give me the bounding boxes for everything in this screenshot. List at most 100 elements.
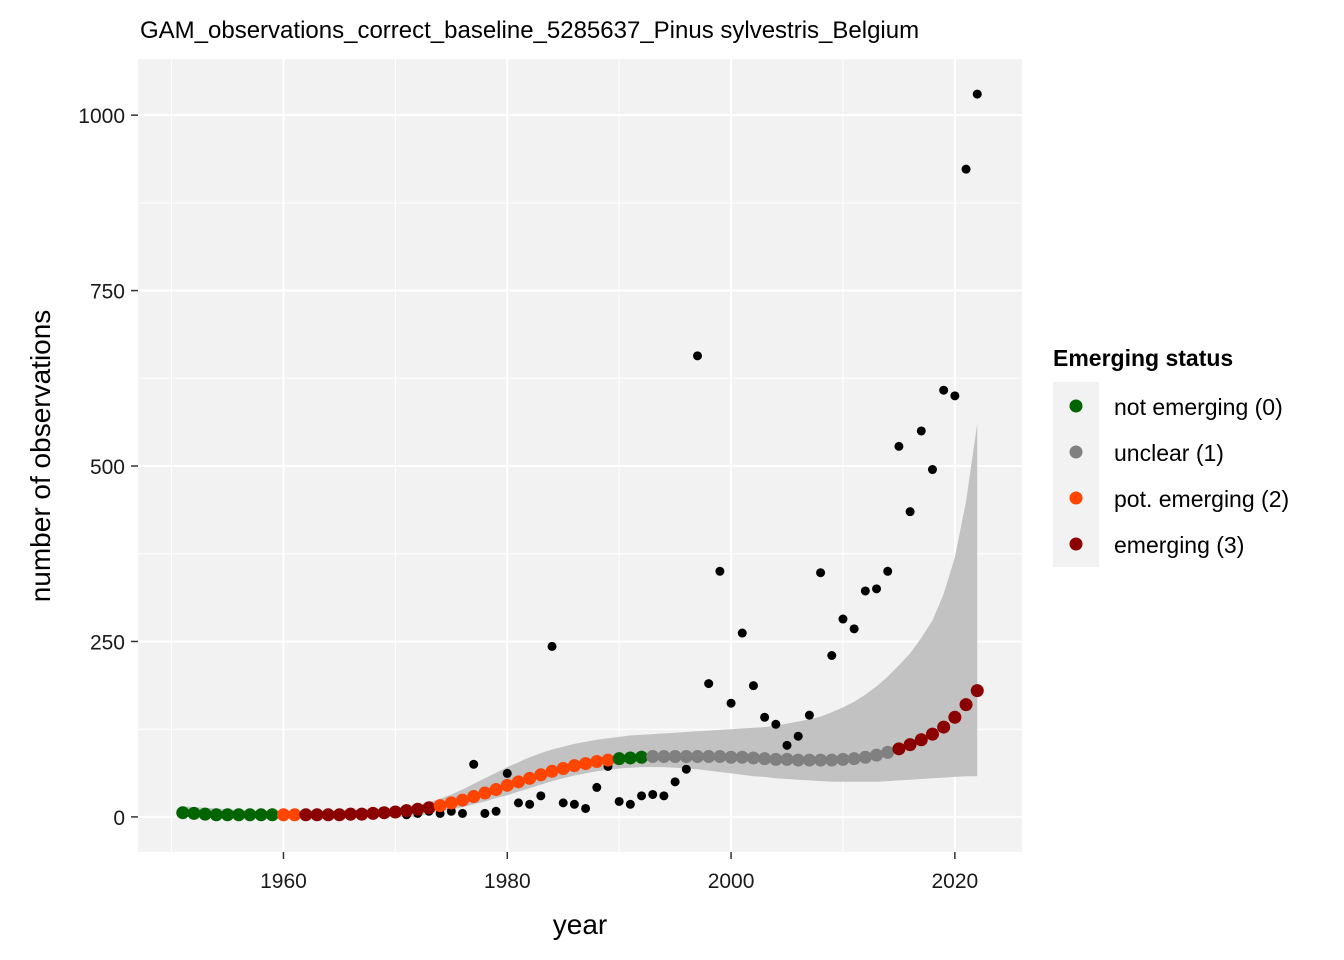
fitted-point xyxy=(321,808,335,822)
fitted-point xyxy=(914,733,928,747)
fitted-point xyxy=(780,752,794,766)
observation-point xyxy=(681,764,691,774)
observation-point xyxy=(670,777,680,787)
legend-key xyxy=(1069,445,1083,459)
fitted-point xyxy=(209,808,223,822)
observation-point xyxy=(715,566,725,576)
grid xyxy=(138,59,1022,852)
observation-point xyxy=(446,806,456,816)
observation-point xyxy=(916,426,926,436)
fitted-point xyxy=(232,808,246,822)
observation-point xyxy=(569,799,579,809)
fitted-point xyxy=(456,793,470,807)
fitted-point xyxy=(769,752,783,766)
observation-point xyxy=(737,628,747,638)
legend-key xyxy=(1069,537,1083,551)
observation-point xyxy=(782,740,792,750)
fitted-point xyxy=(847,752,861,766)
fitted-point xyxy=(802,753,816,767)
observation-point xyxy=(748,681,758,691)
fitted-point xyxy=(858,750,872,764)
fitted-point xyxy=(623,751,637,765)
observation-point xyxy=(648,789,658,799)
fitted-point xyxy=(635,750,649,764)
observation-point xyxy=(525,799,535,809)
fitted-point xyxy=(433,799,447,813)
observation-point xyxy=(491,806,501,816)
fitted-point xyxy=(366,806,380,820)
fitted-point xyxy=(612,752,626,766)
fitted-point xyxy=(814,753,828,767)
fitted-point xyxy=(702,750,716,764)
fitted-point xyxy=(444,796,458,810)
fitted-point xyxy=(646,750,660,764)
observation-point xyxy=(637,791,647,801)
observation-point xyxy=(838,614,848,624)
legend-label: unclear (1) xyxy=(1114,440,1224,466)
fitted-point xyxy=(713,750,727,764)
fitted-point xyxy=(556,761,570,775)
observation-point xyxy=(480,808,490,818)
fitted-point xyxy=(489,783,503,797)
fitted-point xyxy=(288,808,302,822)
fitted-point xyxy=(690,750,704,764)
observation-point xyxy=(458,808,468,818)
axes: 1960 1980 2000 2020 0 250 500 750 1000 xyxy=(78,105,978,893)
fitted-point xyxy=(870,748,884,762)
fitted-point xyxy=(377,806,391,820)
fitted-point xyxy=(500,778,514,792)
fitted-point xyxy=(970,684,984,698)
legend-title: Emerging status xyxy=(1053,345,1233,371)
fitted-point xyxy=(948,710,962,724)
observation-point xyxy=(804,710,814,720)
observation-point xyxy=(972,89,982,99)
fitted-point xyxy=(545,764,559,778)
observation-point xyxy=(860,586,870,596)
y-tick-label: 250 xyxy=(90,631,125,654)
fitted-point xyxy=(668,750,682,764)
fitted-point xyxy=(959,698,973,712)
observation-point xyxy=(872,584,882,594)
fitted-point xyxy=(881,745,895,759)
observation-point xyxy=(816,568,826,578)
fitted-point xyxy=(276,808,290,822)
fitted-point xyxy=(679,750,693,764)
observation-point xyxy=(469,759,479,769)
y-tick-label: 1000 xyxy=(78,105,125,128)
fitted-point xyxy=(523,771,537,785)
observation-point xyxy=(704,679,714,689)
legend-key xyxy=(1069,491,1083,505)
observation-point xyxy=(726,698,736,708)
fitted-point xyxy=(254,808,268,822)
observation-point xyxy=(961,164,971,174)
fitted-point xyxy=(478,786,492,800)
confidence-band xyxy=(182,423,978,817)
fitted-point xyxy=(176,806,190,820)
fitted-point xyxy=(579,757,593,771)
legend-label: pot. emerging (2) xyxy=(1114,486,1289,512)
fitted-point xyxy=(310,808,324,822)
fitted-point xyxy=(892,742,906,756)
y-tick-label: 500 xyxy=(90,456,125,479)
observation-point xyxy=(592,782,602,792)
x-tick-label: 2020 xyxy=(932,870,979,893)
fitted-point xyxy=(400,804,414,818)
fitted-point xyxy=(534,768,548,782)
fitted-point xyxy=(344,807,358,821)
fitted-point xyxy=(388,805,402,819)
confidence-band-area xyxy=(182,423,978,817)
observation-point xyxy=(547,641,557,651)
observation-point xyxy=(625,799,635,809)
observation-point xyxy=(905,507,915,517)
fitted-point xyxy=(332,808,346,822)
observation-point xyxy=(793,731,803,741)
observation-point xyxy=(849,624,859,634)
fitted-point xyxy=(243,808,257,822)
fitted-point xyxy=(265,808,279,822)
x-tick-label: 1960 xyxy=(260,870,307,893)
fitted-point xyxy=(937,720,951,734)
legend-key-background xyxy=(1053,382,1099,567)
observation-point xyxy=(558,798,568,808)
fitted-point xyxy=(511,775,525,789)
